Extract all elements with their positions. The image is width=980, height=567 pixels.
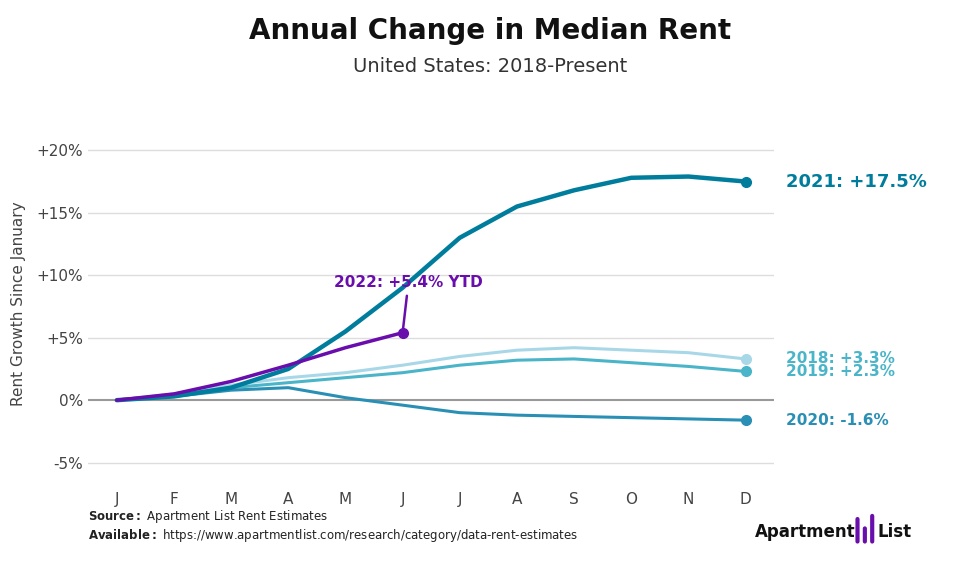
Text: 2022: +5.4% YTD: 2022: +5.4% YTD xyxy=(334,275,483,330)
Text: 2020: -1.6%: 2020: -1.6% xyxy=(786,413,889,428)
Text: United States: 2018-Present: United States: 2018-Present xyxy=(353,57,627,76)
Y-axis label: Rent Growth Since January: Rent Growth Since January xyxy=(11,201,25,405)
Text: $\bf{Source:}$ Apartment List Rent Estimates
$\bf{Available:}$ https://www.apart: $\bf{Source:}$ Apartment List Rent Estim… xyxy=(88,508,578,544)
Text: Annual Change in Median Rent: Annual Change in Median Rent xyxy=(249,17,731,45)
Text: List: List xyxy=(877,523,911,541)
Text: Apartment: Apartment xyxy=(755,523,856,541)
Text: 2021: +17.5%: 2021: +17.5% xyxy=(786,172,926,191)
Text: 2018: +3.3%: 2018: +3.3% xyxy=(786,352,895,366)
Text: 2019: +2.3%: 2019: +2.3% xyxy=(786,364,895,379)
